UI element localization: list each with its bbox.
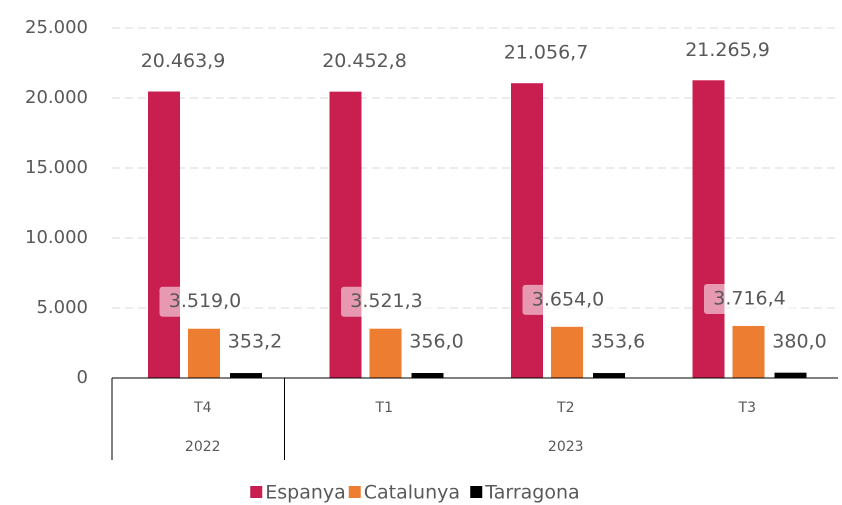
bar xyxy=(511,83,543,378)
legend-label: Espanya xyxy=(265,482,346,504)
data-label-box xyxy=(522,284,614,315)
data-label-box xyxy=(402,327,471,357)
x-tick-label: T1 xyxy=(375,400,393,416)
data-label: 3.521,3 xyxy=(350,290,423,312)
data-label-box xyxy=(583,327,653,357)
data-label: 20.452,8 xyxy=(322,50,407,72)
bar xyxy=(593,373,625,378)
data-label-box xyxy=(495,38,597,69)
data-label: 21.265,9 xyxy=(685,39,770,61)
data-label: 3.716,4 xyxy=(713,287,786,309)
data-label: 3.654,0 xyxy=(532,288,605,310)
legend-label: Tarragona xyxy=(484,482,579,504)
y-tick-label: 10.000 xyxy=(25,227,88,248)
bar xyxy=(148,91,180,378)
data-label-box xyxy=(159,286,251,317)
y-tick-label: 0 xyxy=(77,367,88,388)
data-label-box xyxy=(341,286,432,317)
legend-swatch xyxy=(470,486,483,498)
data-label-box xyxy=(676,35,779,66)
data-label-box xyxy=(313,46,416,77)
data-label-box xyxy=(765,327,834,357)
x-tick-label: T2 xyxy=(556,400,574,416)
bar xyxy=(329,91,362,378)
data-label: 3.519,0 xyxy=(169,290,242,312)
data-label-box xyxy=(220,327,290,357)
bar xyxy=(692,80,725,378)
legend-label: Catalunya xyxy=(364,482,460,504)
group-label: 2023 xyxy=(548,439,584,455)
bar xyxy=(230,373,262,378)
data-label: 353,6 xyxy=(591,331,645,353)
data-label-box xyxy=(132,46,234,77)
x-tick-label: T3 xyxy=(738,400,756,416)
data-label: 20.463,9 xyxy=(141,50,226,72)
y-tick-label: 5.000 xyxy=(36,297,88,318)
data-label: 21.056,7 xyxy=(504,42,589,64)
bar xyxy=(411,373,444,378)
bar xyxy=(369,328,402,378)
data-label: 353,2 xyxy=(228,331,282,353)
y-tick-label: 15.000 xyxy=(25,157,88,178)
x-tick-label: T4 xyxy=(193,400,212,416)
bar xyxy=(732,325,765,378)
data-label-box xyxy=(704,283,795,314)
group-label: 2022 xyxy=(185,439,221,455)
bar xyxy=(188,328,220,378)
legend-swatch xyxy=(348,486,361,498)
data-label: 356,0 xyxy=(409,331,463,353)
bar xyxy=(551,326,583,378)
data-label: 380,0 xyxy=(772,331,826,353)
legend-swatch xyxy=(250,486,263,498)
y-tick-label: 20.000 xyxy=(25,87,88,108)
bar xyxy=(774,372,807,378)
y-tick-label: 25.000 xyxy=(25,17,88,38)
